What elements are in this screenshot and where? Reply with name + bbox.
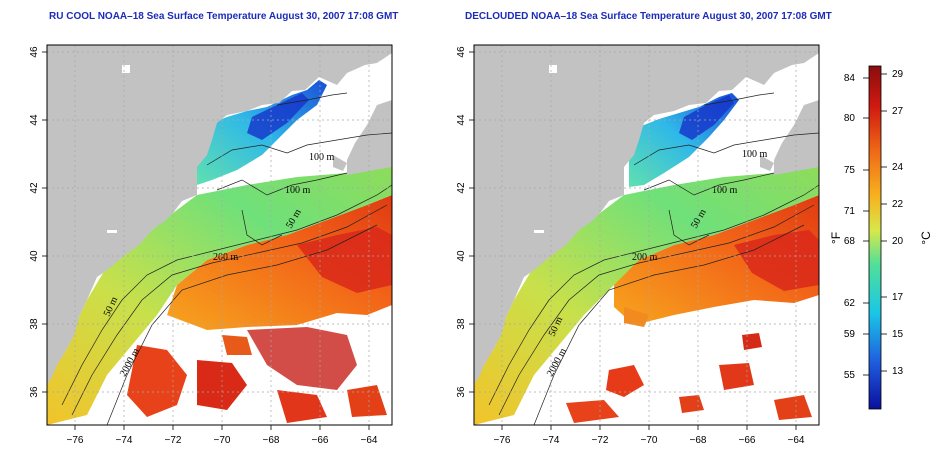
contour-label: 100 m [742, 149, 768, 160]
x-tick-label: −74 [543, 435, 560, 446]
fahrenheit-tick: 55 [844, 370, 856, 381]
y-tick-label: 38 [29, 318, 40, 330]
contour-label: 100 m [309, 152, 335, 163]
y-tick-label: 46 [456, 46, 467, 58]
warm-core-water [734, 230, 819, 291]
warm-patch [277, 390, 327, 423]
fahrenheit-tick: 71 [844, 206, 856, 217]
warm-patch [347, 385, 387, 417]
y-tick-label: 36 [29, 386, 40, 398]
x-tick-label: −68 [263, 435, 280, 446]
warm-patch [679, 395, 704, 413]
cold-water-core [247, 93, 309, 140]
left-map-title: RU COOL NOAA–18 Sea Surface Temperature … [49, 11, 399, 22]
celsius-tick: 29 [892, 69, 904, 80]
contour-label: 100 m [285, 185, 311, 196]
left-map-panel: 100 m 100 m 50 m 200 m 50 m 2000 m [29, 44, 393, 446]
y-tick-label: 40 [29, 250, 40, 262]
x-tick-label: −68 [690, 435, 707, 446]
x-tick-label: −76 [67, 435, 84, 446]
x-tick-label: −70 [641, 435, 658, 446]
celsius-tick: 24 [892, 162, 904, 173]
warm-patch [127, 345, 187, 417]
y-tick-label: 36 [456, 386, 467, 398]
celsius-tick: 15 [892, 329, 904, 340]
x-tick-label: −74 [116, 435, 133, 446]
x-tick-label: −66 [312, 435, 329, 446]
lake [534, 230, 544, 233]
fahrenheit-tick: 75 [844, 165, 856, 176]
cold-water-core [679, 95, 734, 140]
map-frame [473, 44, 820, 426]
lake [122, 65, 130, 73]
warm-patch [606, 365, 644, 397]
fahrenheit-tick: 59 [844, 329, 856, 340]
y-tick-label: 42 [29, 182, 40, 194]
fahrenheit-axis-label: °F [829, 232, 843, 244]
lake [107, 230, 117, 233]
right-map-title: DECLOUDED NOAA–18 Sea Surface Temperatur… [465, 11, 832, 22]
lake [549, 65, 557, 73]
gulf-stream-warm-water [614, 195, 819, 325]
celsius-tick: 17 [892, 292, 904, 303]
x-tick-label: −64 [788, 435, 805, 446]
x-tick-label: −72 [165, 435, 182, 446]
colorbar-gradient [868, 65, 882, 410]
celsius-tick: 27 [892, 106, 904, 117]
warm-patch [222, 335, 252, 355]
fahrenheit-tick: 68 [844, 236, 856, 247]
gridlines [474, 45, 819, 425]
contour-label: 200 m [213, 252, 239, 263]
y-tick-label: 38 [456, 318, 467, 330]
gridlines [47, 45, 392, 425]
celsius-tick: 13 [892, 366, 904, 377]
contour-label: 100 m [712, 185, 738, 196]
warm-patch [742, 333, 762, 350]
gulf-stream-warm-water [167, 195, 392, 330]
warm-patch [566, 400, 619, 423]
bathymetry-contours [488, 92, 820, 426]
x-tick-label: −70 [214, 435, 231, 446]
y-tick-label: 42 [456, 182, 467, 194]
right-map-panel: 100 m 100 m 50 m 200 m 50 m 2000 m [456, 44, 820, 446]
x-tick-label: −76 [494, 435, 511, 446]
celsius-tick: 22 [892, 199, 904, 210]
shelf-water [47, 163, 392, 425]
celsius-tick: 20 [892, 236, 904, 247]
bathymetry-contours [61, 92, 393, 426]
y-tick-label: 44 [29, 114, 40, 126]
temperature-colorbar: 84 80 75 71 68 62 59 55 29 27 24 22 20 1… [829, 65, 933, 410]
celsius-axis-label: °C [919, 231, 933, 245]
warm-patch [624, 307, 649, 327]
warm-patch [774, 395, 812, 420]
warm-patch [247, 327, 357, 390]
warm-patch [719, 363, 754, 390]
x-tick-label: −64 [361, 435, 378, 446]
warm-core-water [297, 227, 392, 293]
x-tick-label: −66 [739, 435, 756, 446]
map-frame [46, 44, 393, 426]
y-tick-label: 40 [456, 250, 467, 262]
y-tick-label: 46 [29, 46, 40, 58]
x-tick-label: −72 [592, 435, 609, 446]
y-tick-label: 44 [456, 114, 467, 126]
fahrenheit-tick: 80 [844, 113, 856, 124]
fahrenheit-tick: 62 [844, 298, 856, 309]
contour-label: 200 m [632, 252, 658, 263]
shelf-water [474, 163, 819, 425]
fahrenheit-tick: 84 [844, 73, 856, 84]
